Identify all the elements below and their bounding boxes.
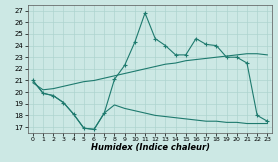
X-axis label: Humidex (Indice chaleur): Humidex (Indice chaleur) — [91, 143, 210, 152]
